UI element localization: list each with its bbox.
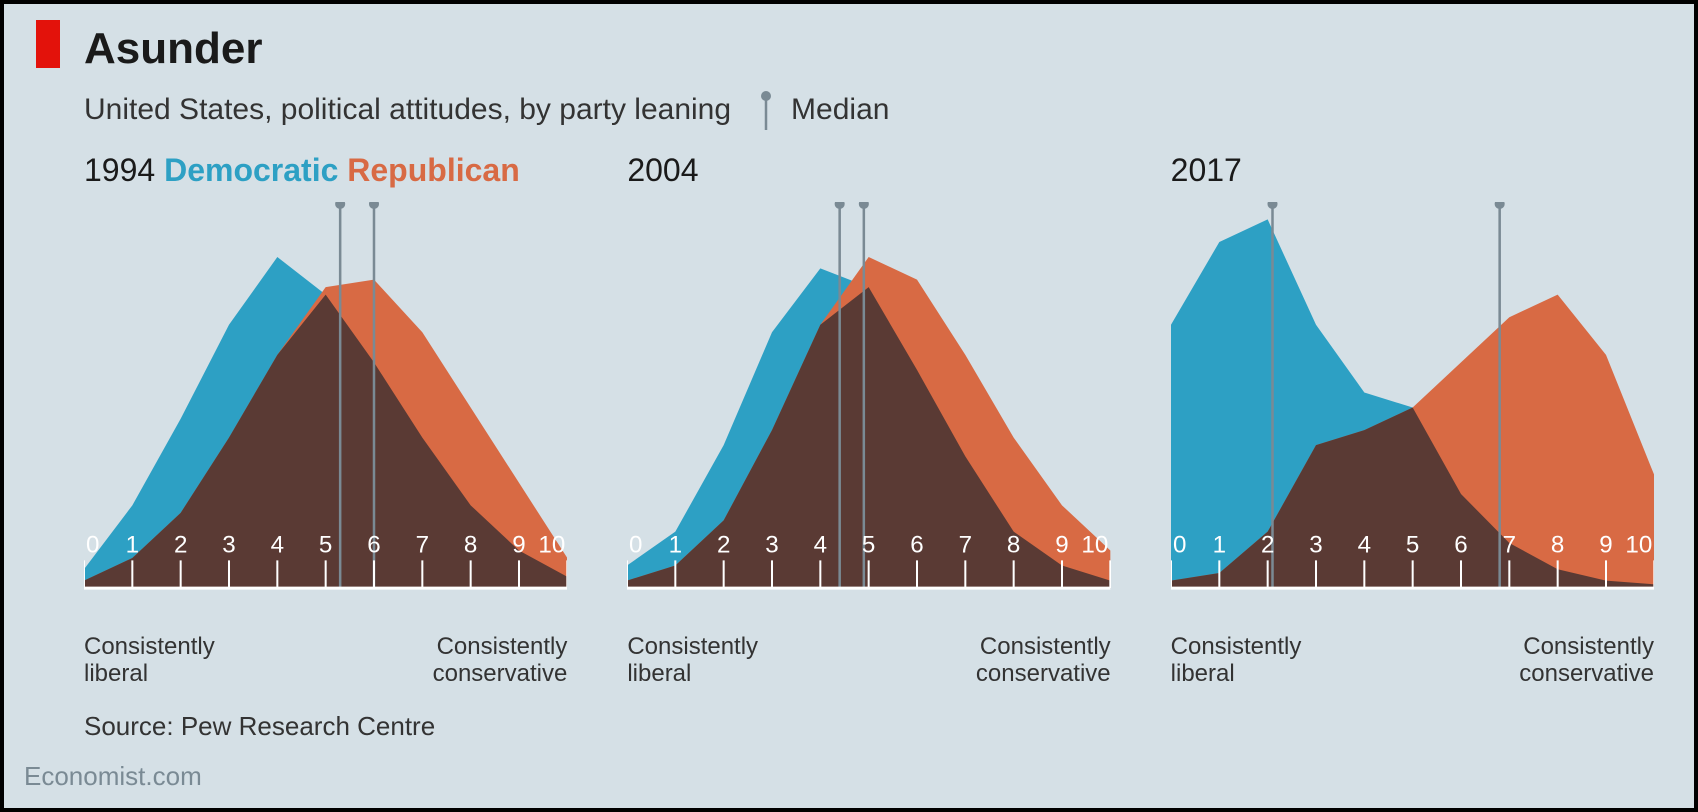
- x-tick-label: 9: [512, 532, 525, 559]
- x-tick-label: 3: [1309, 532, 1322, 559]
- x-tick-label: 2: [1261, 532, 1274, 559]
- x-axis-category-labels: Consistentlyliberal Consistentlyconservat…: [84, 633, 567, 688]
- chart-title: Asunder: [84, 24, 262, 74]
- chart-panel: 2017012345678910ConsistentlyliberalConsi…: [1171, 152, 1654, 688]
- x-tick-label: 1: [669, 532, 682, 559]
- x-label-liberal: Consistentlyliberal: [84, 633, 215, 688]
- x-label-conservative: Consistentlyconservative: [1519, 633, 1654, 688]
- legend-republican: Republican: [347, 152, 519, 188]
- x-tick-label: 4: [271, 532, 284, 559]
- x-tick-label: 0: [629, 532, 642, 559]
- x-label-conservative: Consistentlyconservative: [433, 633, 568, 688]
- x-tick-label: 3: [222, 532, 235, 559]
- x-tick-label: 9: [1599, 532, 1612, 559]
- x-tick-label: 8: [1007, 532, 1020, 559]
- x-tick-label: 10: [538, 532, 565, 559]
- x-tick-label: 3: [766, 532, 779, 559]
- x-tick-label: 1: [126, 532, 139, 559]
- chart-subtitle: United States, political attitudes, by p…: [84, 93, 731, 127]
- x-label-liberal: Consistentlyliberal: [1171, 633, 1302, 688]
- chart-frame: Asunder United States, political attitud…: [0, 0, 1698, 812]
- x-tick-label: 4: [814, 532, 827, 559]
- x-tick-label: 5: [1406, 532, 1419, 559]
- x-tick-label: 5: [862, 532, 875, 559]
- chart-panel: 2004012345678910ConsistentlyliberalConsi…: [627, 152, 1110, 688]
- x-tick-label: 7: [959, 532, 972, 559]
- median-legend-icon: [759, 90, 773, 130]
- x-label-liberal: Consistentlyliberal: [627, 633, 758, 688]
- chart-area: 01 2 3 4 5 6 7 8 9 10: [84, 202, 567, 598]
- panel-year: 1994: [84, 152, 155, 188]
- chart-panel: 1994 Democratic Republican 01 2 3 4 5 6 7 8 9 10 Co…: [84, 152, 567, 688]
- panel-year-row: 2017: [1171, 152, 1242, 189]
- x-tick-label: 1: [1212, 532, 1225, 559]
- panel-year: 2004: [627, 152, 698, 188]
- x-tick-label: 7: [1502, 532, 1515, 559]
- x-tick-label: 10: [1082, 532, 1109, 559]
- source-text: Source: Pew Research Centre: [84, 711, 435, 742]
- x-tick-label: 9: [1056, 532, 1069, 559]
- credit-text: Economist.com: [24, 761, 202, 792]
- legend-democratic: Democratic: [164, 152, 338, 188]
- chart-area: 01 2 3 4 5 6 7 8 9 10: [1171, 202, 1654, 598]
- x-tick-label: 6: [367, 532, 380, 559]
- x-tick-label: 0: [1173, 532, 1186, 559]
- x-tick-label: 0: [86, 532, 99, 559]
- x-axis-category-labels: Consistentlyliberal Consistentlyconservat…: [1171, 633, 1654, 688]
- x-tick-label: 2: [717, 532, 730, 559]
- x-tick-label: 7: [416, 532, 429, 559]
- panel-year: 2017: [1171, 152, 1242, 188]
- chart-area: 01 2 3 4 5 6 7 8 9 10: [627, 202, 1110, 598]
- panel-year-row: 1994 Democratic Republican: [84, 152, 520, 189]
- x-axis-category-labels: Consistentlyliberal Consistentlyconservat…: [627, 633, 1110, 688]
- median-legend-label: Median: [791, 93, 889, 127]
- x-tick-label: 8: [464, 532, 477, 559]
- x-tick-label: 10: [1625, 532, 1652, 559]
- x-label-conservative: Consistentlyconservative: [976, 633, 1111, 688]
- economist-red-tab: [36, 20, 60, 68]
- x-tick-label: 2: [174, 532, 187, 559]
- x-tick-label: 4: [1357, 532, 1370, 559]
- x-tick-label: 5: [319, 532, 332, 559]
- x-tick-label: 8: [1551, 532, 1564, 559]
- x-tick-label: 6: [911, 532, 924, 559]
- panel-year-row: 2004: [627, 152, 698, 189]
- chart-subtitle-row: United States, political attitudes, by p…: [84, 90, 889, 130]
- panels-container: 1994 Democratic Republican012345678910Co…: [84, 152, 1654, 688]
- x-tick-label: 6: [1454, 532, 1467, 559]
